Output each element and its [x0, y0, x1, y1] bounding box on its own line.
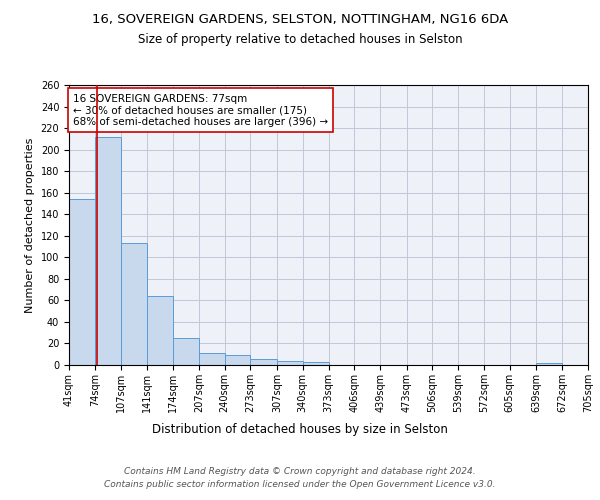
- Text: Distribution of detached houses by size in Selston: Distribution of detached houses by size …: [152, 422, 448, 436]
- Bar: [199, 353, 224, 365]
- Text: Size of property relative to detached houses in Selston: Size of property relative to detached ho…: [137, 32, 463, 46]
- Bar: [250, 358, 277, 365]
- Bar: [147, 296, 173, 365]
- Y-axis label: Number of detached properties: Number of detached properties: [25, 138, 35, 312]
- Bar: [95, 136, 121, 365]
- Bar: [536, 363, 562, 365]
- Bar: [121, 244, 147, 365]
- Bar: [69, 199, 95, 365]
- Bar: [303, 362, 329, 365]
- Text: 16, SOVEREIGN GARDENS, SELSTON, NOTTINGHAM, NG16 6DA: 16, SOVEREIGN GARDENS, SELSTON, NOTTINGH…: [92, 12, 508, 26]
- Text: 16 SOVEREIGN GARDENS: 77sqm
← 30% of detached houses are smaller (175)
68% of se: 16 SOVEREIGN GARDENS: 77sqm ← 30% of det…: [73, 94, 328, 127]
- Bar: [277, 360, 303, 365]
- Text: Contains HM Land Registry data © Crown copyright and database right 2024.
Contai: Contains HM Land Registry data © Crown c…: [104, 468, 496, 489]
- Bar: [173, 338, 199, 365]
- Bar: [224, 356, 250, 365]
